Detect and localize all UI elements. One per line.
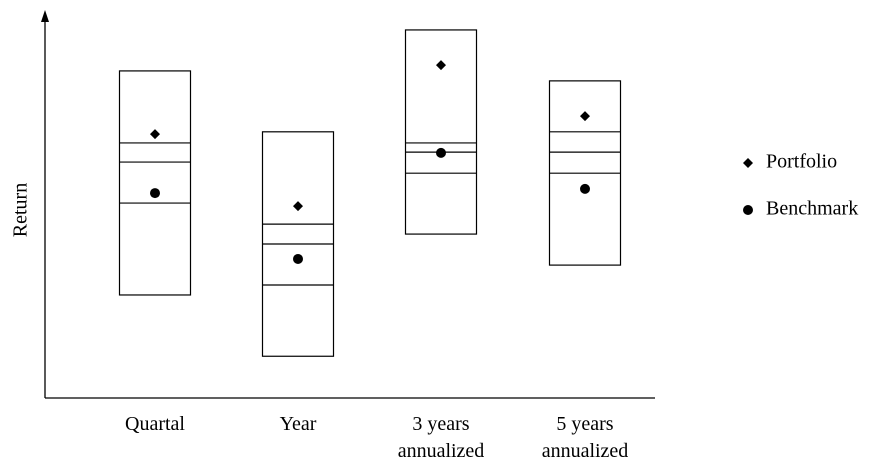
portfolio-marker — [150, 129, 160, 140]
range-box — [404, 29, 478, 235]
legend-label: Benchmark — [766, 198, 858, 220]
range-box — [118, 70, 192, 296]
y-axis-arrow — [41, 10, 49, 22]
portfolio-marker — [436, 60, 446, 71]
x-tick-label: 3 years annualized — [397, 413, 485, 462]
legend-label: Portfolio — [766, 151, 837, 173]
x-tick-label: Year — [279, 413, 317, 435]
benchmark-marker — [293, 253, 303, 264]
x-tick-label: 5 years annualized — [541, 413, 629, 462]
x-tick-label: Quartal — [125, 413, 185, 435]
benchmark-marker — [436, 147, 446, 158]
portfolio-marker — [293, 201, 303, 212]
legend-marker — [743, 158, 753, 168]
benchmark-marker — [150, 188, 160, 199]
y-axis-label: Return — [10, 183, 32, 237]
legend-marker — [743, 205, 753, 215]
portfolio-marker — [580, 111, 590, 122]
benchmark-marker — [580, 183, 590, 194]
